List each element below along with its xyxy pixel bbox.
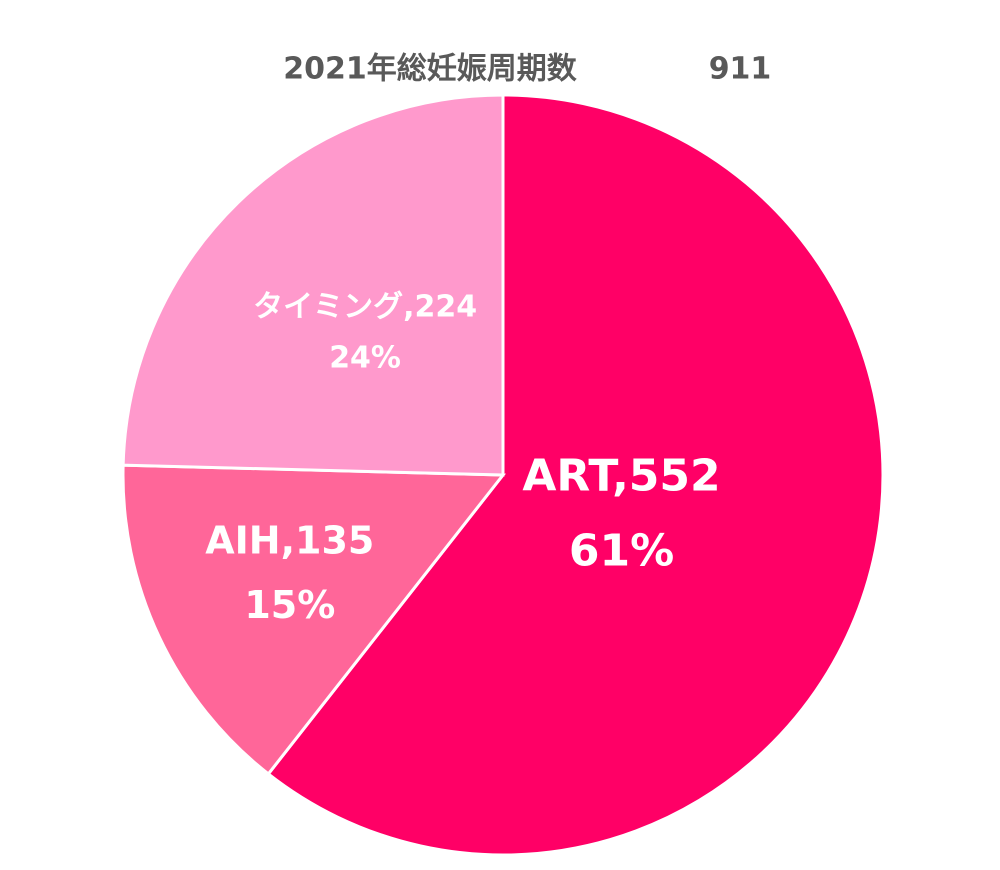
pie-slice	[121, 463, 507, 777]
chart-title: 2021年総妊娠周期数	[283, 52, 577, 87]
percent-label: 61%	[569, 525, 674, 576]
chart-total: 911	[709, 52, 772, 87]
percent-label: 24%	[329, 340, 401, 375]
percent-label: 15%	[244, 583, 335, 627]
value-label: タイミング,224	[253, 289, 477, 324]
pie-slice	[121, 93, 505, 477]
pie-slice	[266, 93, 885, 857]
value-label: ART,552	[522, 451, 720, 502]
value-label: AIH,135	[205, 518, 374, 562]
